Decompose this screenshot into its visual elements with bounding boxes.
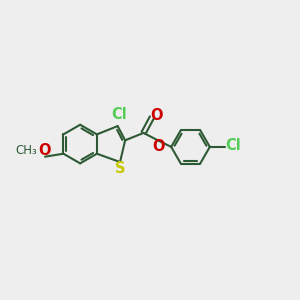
- Text: O: O: [152, 140, 165, 154]
- Text: Cl: Cl: [225, 139, 241, 154]
- Text: O: O: [38, 142, 51, 158]
- Text: CH₃: CH₃: [15, 144, 37, 157]
- Text: Cl: Cl: [111, 107, 127, 122]
- Text: O: O: [151, 108, 163, 123]
- Text: S: S: [116, 161, 126, 176]
